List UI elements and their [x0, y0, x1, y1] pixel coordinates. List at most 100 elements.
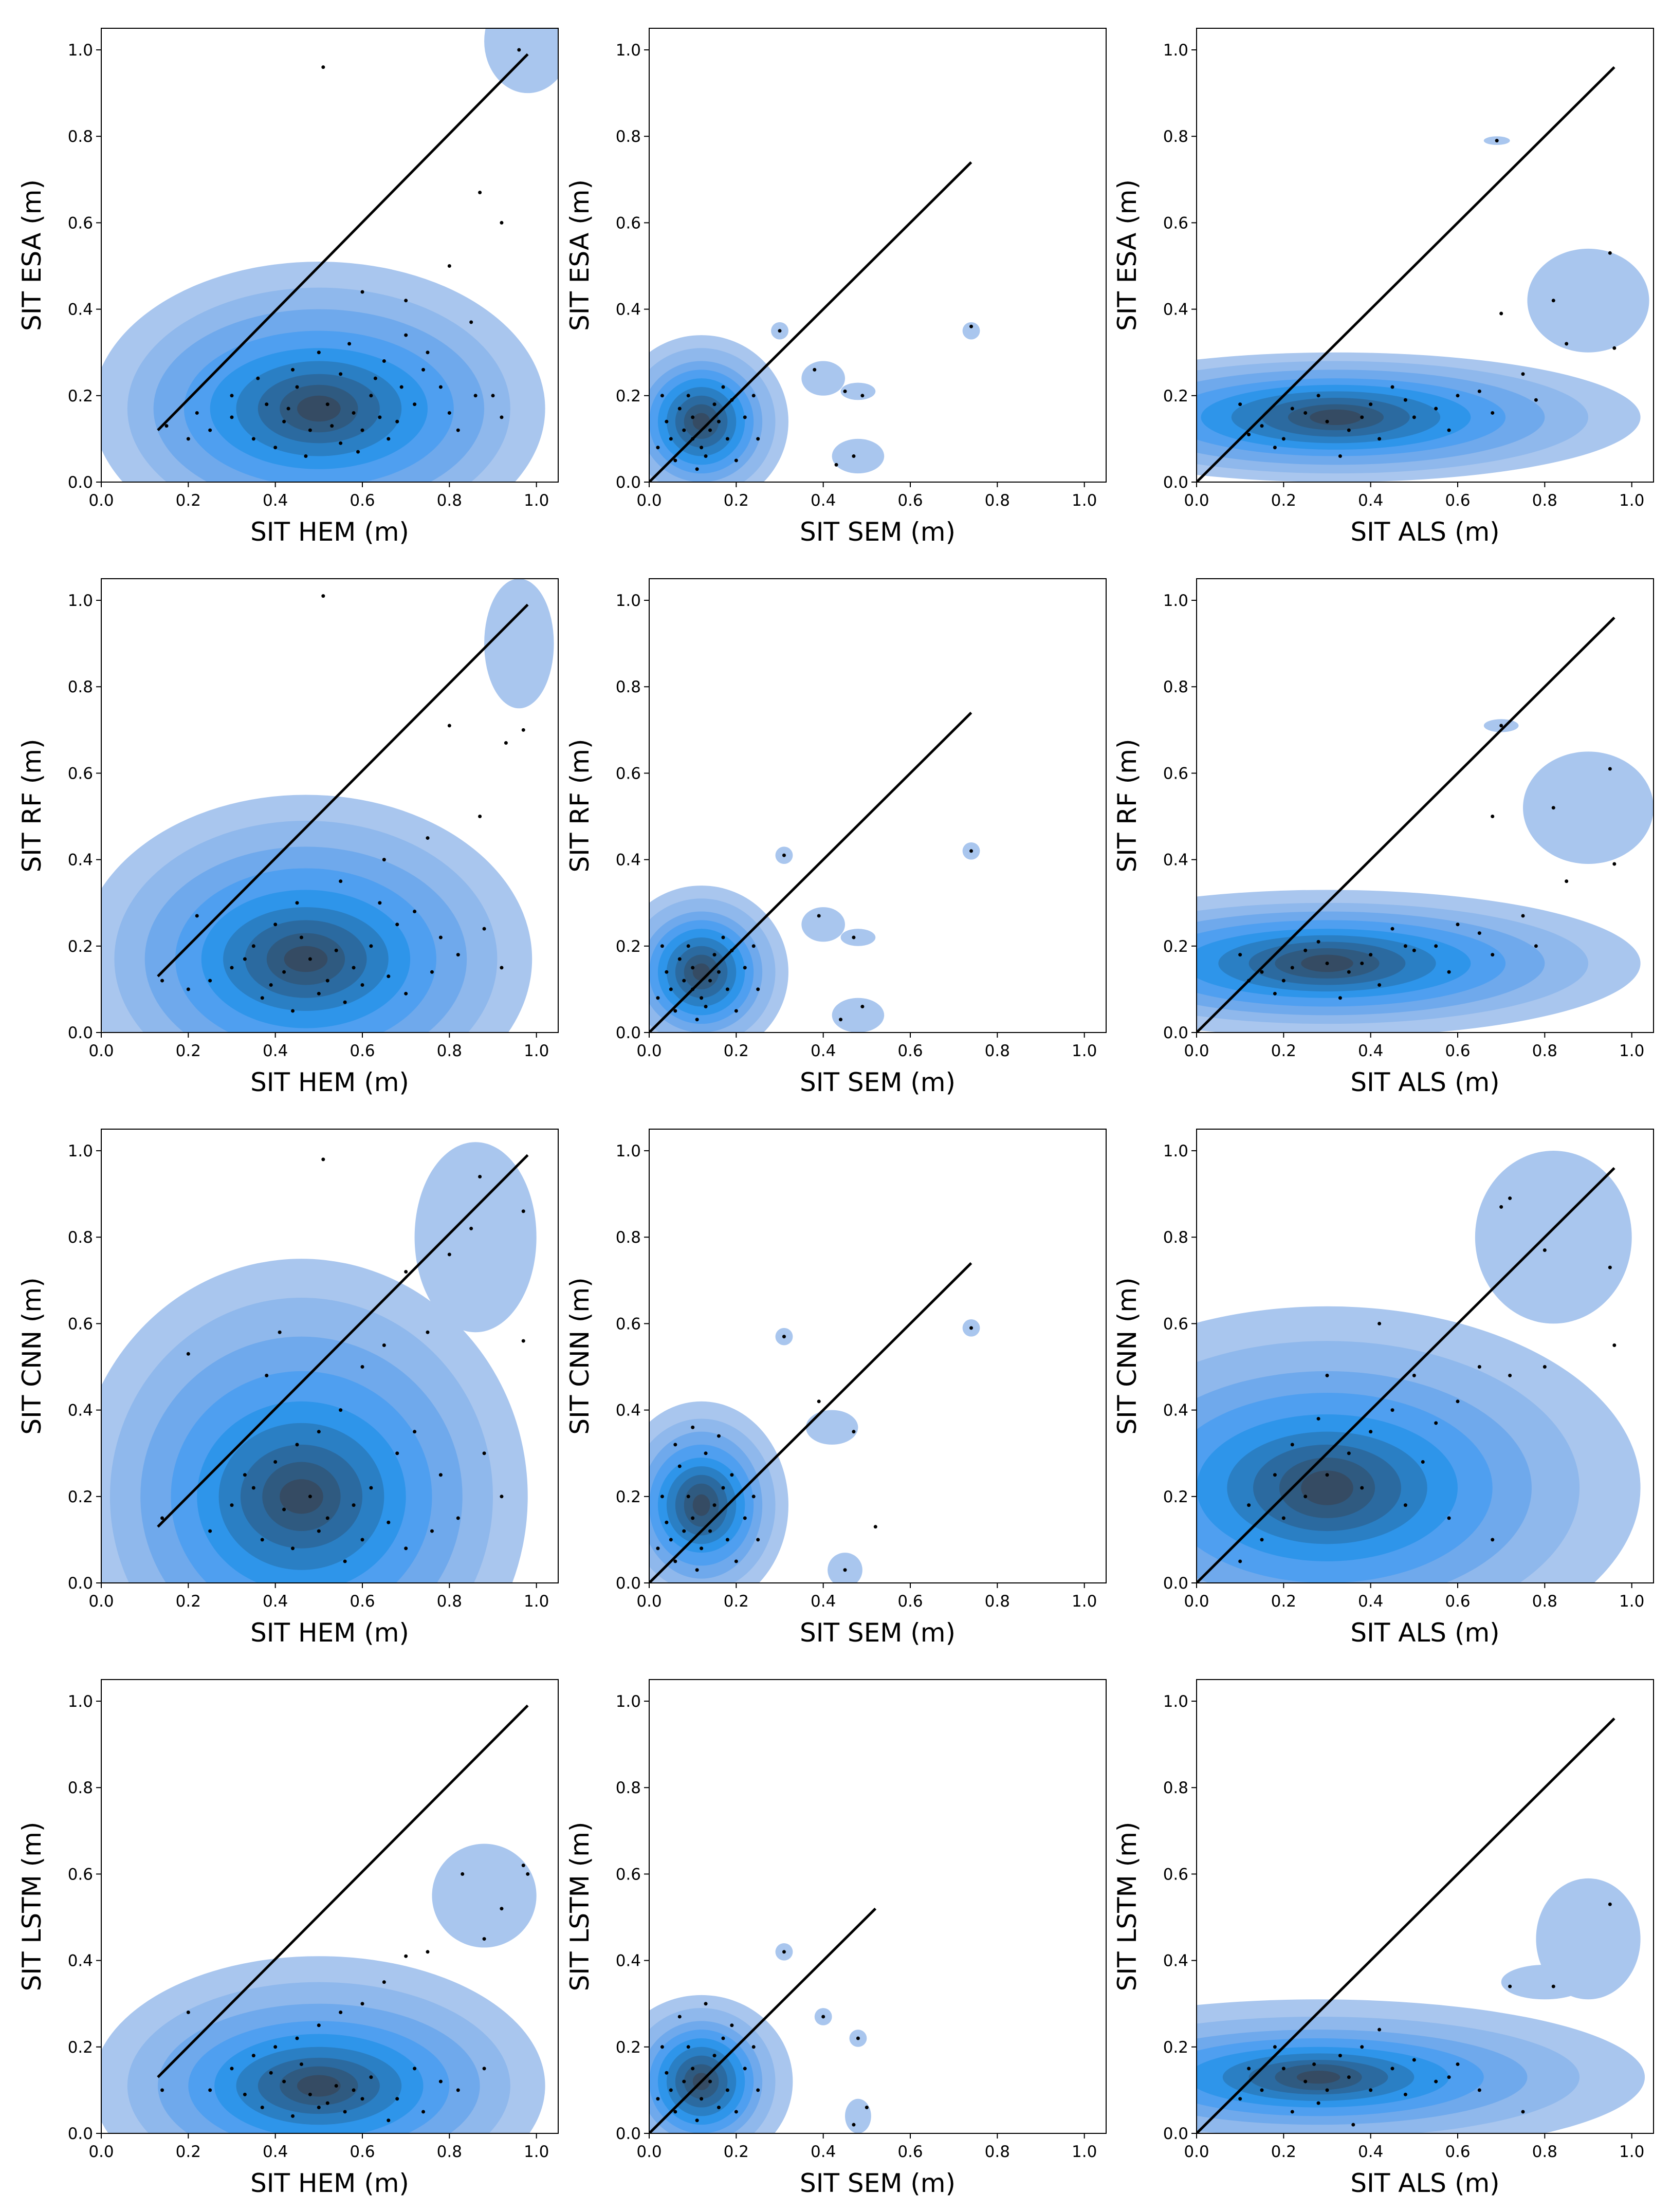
- y-axis-label: SIT CNN (m): [565, 1277, 595, 1434]
- kde-contour-level-9: [1296, 2071, 1341, 2084]
- x-tick-label: 0.6: [350, 1042, 375, 1060]
- x-tick-label: 0.4: [263, 2143, 288, 2161]
- x-tick-label: 0.8: [985, 1042, 1010, 1060]
- y-tick-label: 0.4: [616, 1402, 641, 1420]
- data-point: [473, 394, 478, 398]
- x-tick-label: 0.4: [811, 1042, 836, 1060]
- data-point: [704, 454, 708, 458]
- data-point: [1290, 2110, 1294, 2114]
- data-point: [1499, 1205, 1503, 1209]
- data-point: [704, 1005, 708, 1009]
- subplot-9: 0.0 0.2 0.4 0.6 0.8 1.0 0.0 0.2 0.4 0.6 0.8 1.0 SIT …: [1112, 1129, 1654, 1648]
- data-point: [751, 1495, 756, 1499]
- y-tick-label: 0.4: [1163, 851, 1188, 870]
- data-point: [1612, 346, 1617, 350]
- x-tick-label: 0.6: [1445, 1042, 1470, 1060]
- data-point: [456, 428, 460, 432]
- data-point: [1312, 2062, 1316, 2066]
- data-point: [700, 1546, 704, 1551]
- kde-contours: [1197, 1878, 1645, 2133]
- data-point: [673, 1009, 677, 1013]
- y-tick-label: 0.4: [68, 1402, 93, 1420]
- kde-contour-extra: [484, 579, 554, 709]
- data-point: [782, 1950, 786, 1954]
- data-point: [160, 1516, 164, 1520]
- x-axis-label: SIT HEM (m): [250, 2168, 409, 2198]
- x-tick-label: 0.8: [437, 1592, 462, 1611]
- y-tick-label: 0.0: [616, 473, 641, 492]
- y-tick-label: 1.0: [1163, 1142, 1188, 1160]
- data-point: [369, 2075, 373, 2079]
- data-point: [778, 329, 782, 333]
- data-point: [708, 428, 712, 432]
- x-tick-label: 1.0: [524, 491, 549, 510]
- data-point: [686, 2045, 690, 2049]
- kde-contour-extra: [801, 907, 845, 942]
- y-tick-label: 0.6: [68, 214, 93, 232]
- data-point: [1447, 1516, 1451, 1520]
- data-point: [230, 394, 234, 398]
- data-point: [278, 1330, 282, 1334]
- y-tick-label: 0.6: [68, 764, 93, 783]
- data-point: [160, 2088, 164, 2092]
- plot-area: [101, 28, 558, 482]
- data-point: [1260, 970, 1264, 974]
- x-tick-label: 0.0: [636, 491, 662, 510]
- data-point: [969, 324, 974, 328]
- data-point: [299, 935, 303, 939]
- plot-area: [649, 161, 980, 482]
- kde-contour-extra: [432, 1844, 537, 1948]
- y-tick-label: 0.2: [68, 1488, 93, 1506]
- data-point: [1543, 1248, 1547, 1252]
- data-point: [725, 2088, 729, 2092]
- data-point: [1403, 2092, 1407, 2096]
- x-tick-label: 0.4: [1358, 1042, 1383, 1060]
- data-point: [482, 927, 486, 931]
- x-axis-label: SIT ALS (m): [1350, 2168, 1499, 2198]
- data-point: [1477, 1365, 1481, 1369]
- data-point: [208, 979, 212, 983]
- y-tick-label: 0.0: [1163, 2125, 1188, 2143]
- data-point: [1238, 2097, 1242, 2101]
- data-point: [656, 446, 660, 450]
- axes-frame: [101, 578, 559, 1033]
- data-point: [330, 424, 334, 428]
- x-tick-label: 0.2: [176, 1592, 201, 1611]
- data-point: [343, 2110, 347, 2114]
- data-point: [717, 419, 721, 423]
- axes-frame: [1196, 1679, 1654, 2134]
- data-point: [500, 220, 504, 225]
- data-point: [387, 2118, 391, 2123]
- data-point: [421, 2110, 426, 2114]
- plot-area: [101, 1704, 545, 2133]
- data-point: [1303, 2079, 1308, 2084]
- data-point: [717, 1434, 721, 1438]
- data-point: [291, 2114, 295, 2118]
- x-tick-label: 0.4: [811, 491, 836, 510]
- data-point: [343, 1000, 347, 1004]
- x-axis-label: SIT ALS (m): [1350, 1618, 1499, 1648]
- x-tick-label: 0.6: [1445, 491, 1470, 510]
- data-point: [656, 1546, 660, 1551]
- data-point: [1412, 948, 1416, 952]
- x-tick-label: 0.6: [897, 2143, 923, 2161]
- x-axis-label: SIT SEM (m): [800, 2168, 956, 2198]
- data-point: [395, 1451, 399, 1455]
- y-tick-label: 0.6: [1163, 764, 1188, 783]
- data-point: [656, 996, 660, 1000]
- data-point: [1534, 944, 1538, 948]
- y-tick-label: 0.4: [68, 851, 93, 870]
- y-tick-label: 0.6: [68, 1315, 93, 1333]
- subplot-3: 0.0 0.2 0.4 0.6 0.8 1.0 0.0 0.2 0.4 0.6 0.8 1.0 SIT …: [1112, 28, 1654, 547]
- data-point: [677, 1464, 682, 1468]
- data-point: [426, 351, 430, 355]
- data-point: [721, 935, 725, 939]
- data-point: [743, 415, 747, 419]
- data-point: [426, 1330, 430, 1334]
- data-point: [1491, 1538, 1495, 1542]
- x-tick-label: 1.0: [524, 1042, 549, 1060]
- data-point: [665, 2071, 669, 2075]
- x-axis-label: SIT ALS (m): [1350, 1067, 1499, 1097]
- data-point: [160, 979, 164, 983]
- data-point: [208, 2088, 212, 2092]
